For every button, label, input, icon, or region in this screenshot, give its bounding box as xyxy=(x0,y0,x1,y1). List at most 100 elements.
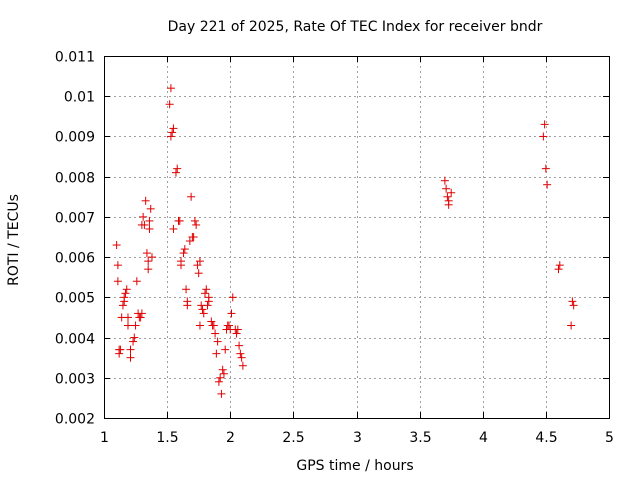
data-point xyxy=(116,345,125,354)
data-point xyxy=(144,265,153,274)
data-point xyxy=(540,120,549,129)
data-point xyxy=(113,277,122,286)
data-point xyxy=(130,333,139,342)
data-point xyxy=(444,200,453,209)
data-point xyxy=(169,124,178,133)
data-point xyxy=(180,245,189,254)
data-point xyxy=(142,249,151,258)
data-point xyxy=(238,361,247,370)
data-point xyxy=(126,345,135,354)
data-point xyxy=(443,192,452,201)
data-point xyxy=(227,309,236,318)
data-point xyxy=(185,237,194,246)
y-tick-label: 0.004 xyxy=(55,332,95,348)
data-point xyxy=(216,373,225,382)
data-point xyxy=(568,297,577,306)
data-point xyxy=(139,212,148,221)
data-point xyxy=(173,164,182,173)
data-point xyxy=(120,293,129,302)
data-point xyxy=(112,241,121,250)
data-point xyxy=(224,321,233,330)
data-point xyxy=(189,233,198,241)
data-point xyxy=(165,100,174,109)
y-tick-label: 0.011 xyxy=(55,50,95,66)
data-point xyxy=(118,301,127,310)
y-tick-label: 0.005 xyxy=(55,291,95,307)
data-point xyxy=(194,269,203,278)
data-point xyxy=(113,261,122,270)
data-point xyxy=(115,349,124,358)
data-point xyxy=(199,309,208,318)
data-point xyxy=(166,84,175,93)
x-tick-label: 3 xyxy=(353,430,362,446)
data-point xyxy=(146,204,155,213)
x-tick-label: 3.5 xyxy=(409,430,431,446)
data-point xyxy=(236,349,245,358)
data-point xyxy=(147,253,156,262)
plot-frame xyxy=(104,56,610,419)
data-point xyxy=(228,293,237,302)
data-point xyxy=(217,389,226,398)
data-point xyxy=(193,261,202,270)
y-tick-label: 0.008 xyxy=(55,171,95,187)
y-tick-label: 0.002 xyxy=(55,412,95,428)
data-point xyxy=(175,216,184,225)
data-point xyxy=(126,353,135,362)
x-tick-label: 2.5 xyxy=(282,430,304,446)
data-point xyxy=(211,329,220,338)
data-point xyxy=(192,220,201,229)
data-point xyxy=(169,224,178,233)
data-point xyxy=(144,257,153,266)
data-point xyxy=(129,337,138,346)
data-point xyxy=(212,349,221,358)
data-point xyxy=(541,164,550,173)
data-point xyxy=(123,321,132,330)
data-point xyxy=(201,289,209,298)
data-point xyxy=(233,325,242,334)
y-axis-ticks: 0.002 0.003 0.004 0.005 0.006 0.007 0.008 0.009… xyxy=(55,50,609,428)
data-point xyxy=(218,365,227,374)
data-point xyxy=(202,285,211,294)
data-point xyxy=(190,216,199,225)
data-point xyxy=(168,128,177,137)
data-point xyxy=(141,196,150,205)
data-point xyxy=(195,257,204,266)
x-axis-label: GPS time / hours xyxy=(296,458,413,474)
y-tick-label: 0.006 xyxy=(55,251,95,267)
data-point xyxy=(221,345,230,354)
data-point xyxy=(137,309,146,318)
data-point xyxy=(122,285,131,294)
data-point xyxy=(569,301,578,310)
data-point xyxy=(554,265,563,274)
x-tick-label: 1 xyxy=(100,430,109,446)
data-point xyxy=(543,180,552,189)
data-point xyxy=(235,341,244,350)
grid-lines xyxy=(104,56,609,418)
x-tick-label: 4.5 xyxy=(535,430,557,446)
y-tick-label: 0.007 xyxy=(55,211,95,227)
data-point xyxy=(132,277,141,286)
data-points xyxy=(112,84,578,398)
data-point xyxy=(145,224,154,233)
data-point xyxy=(183,301,192,310)
data-point xyxy=(166,132,175,141)
data-point xyxy=(121,289,130,298)
y-tick-label: 0.01 xyxy=(64,90,95,106)
data-point xyxy=(204,293,213,302)
data-point xyxy=(179,249,188,258)
data-point xyxy=(213,337,222,346)
data-point xyxy=(207,317,216,326)
data-point xyxy=(567,321,576,330)
x-tick-label: 5 xyxy=(605,430,614,446)
data-point xyxy=(214,377,223,386)
chart-title: Day 221 of 2025, Rate Of TEC Index for r… xyxy=(168,19,543,35)
y-tick-label: 0.003 xyxy=(55,372,95,388)
data-point xyxy=(123,313,132,322)
data-point xyxy=(198,305,207,314)
data-point xyxy=(440,176,449,185)
data-point xyxy=(131,321,140,330)
data-point xyxy=(187,192,196,201)
x-tick-label: 4 xyxy=(479,430,488,446)
x-tick-label: 2 xyxy=(226,430,235,446)
